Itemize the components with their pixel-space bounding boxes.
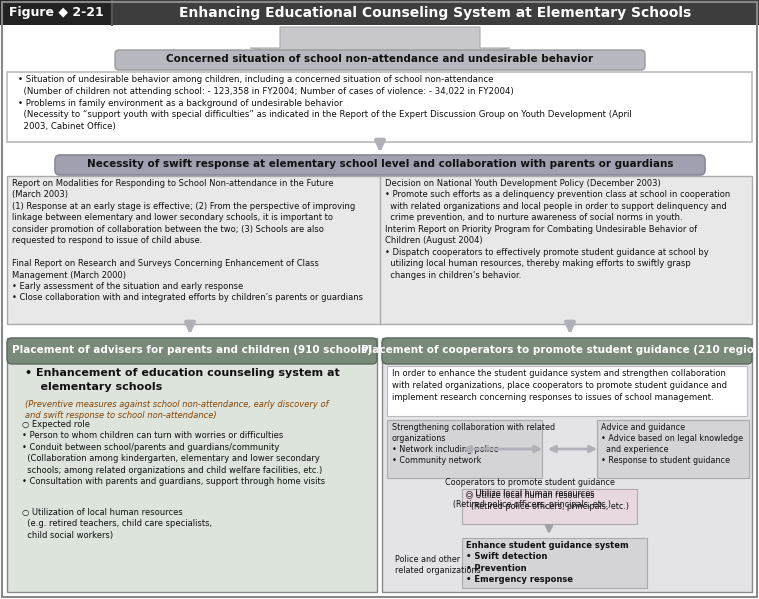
Text: ○ Utilize local human resources
  (Retired police officers, principals, etc.): ○ Utilize local human resources (Retired… xyxy=(466,491,629,511)
FancyBboxPatch shape xyxy=(387,366,747,416)
Text: Concerned situation of school non-attendance and undesirable behavior: Concerned situation of school non-attend… xyxy=(166,54,594,64)
FancyBboxPatch shape xyxy=(7,176,752,324)
FancyBboxPatch shape xyxy=(462,538,647,588)
FancyBboxPatch shape xyxy=(0,0,759,25)
FancyBboxPatch shape xyxy=(382,338,752,364)
FancyBboxPatch shape xyxy=(462,489,637,524)
FancyBboxPatch shape xyxy=(597,420,749,478)
Text: Figure ◆ 2-21: Figure ◆ 2-21 xyxy=(8,6,103,19)
Text: In order to enhance the student guidance system and strengthen collaboration
wit: In order to enhance the student guidance… xyxy=(392,369,727,401)
FancyBboxPatch shape xyxy=(7,72,752,142)
Text: Necessity of swift response at elementary school level and collaboration with pa: Necessity of swift response at elementar… xyxy=(87,159,673,169)
Polygon shape xyxy=(250,27,510,68)
Text: Police and other
related organizations: Police and other related organizations xyxy=(395,555,480,575)
FancyBboxPatch shape xyxy=(382,338,752,592)
Text: Decision on National Youth Development Policy (December 2003)
• Promote such eff: Decision on National Youth Development P… xyxy=(385,179,730,280)
Text: • Enhancement of education counseling system at
    elementary schools: • Enhancement of education counseling sy… xyxy=(25,368,340,392)
FancyBboxPatch shape xyxy=(115,50,645,70)
Text: Enhancing Educational Counseling System at Elementary Schools: Enhancing Educational Counseling System … xyxy=(179,5,691,20)
Text: Placement of cooperators to promote student guidance (210 regions): Placement of cooperators to promote stud… xyxy=(361,345,759,355)
Text: Advice and guidance
• Advice based on legal knowledge
  and experience
• Respons: Advice and guidance • Advice based on le… xyxy=(601,423,743,465)
FancyBboxPatch shape xyxy=(7,338,377,592)
Text: ○ Expected role
• Person to whom children can turn with worries or difficulties
: ○ Expected role • Person to whom childre… xyxy=(22,420,325,486)
Text: Cooperators to promote student guidance
○ Utilize local human resources
  (Retir: Cooperators to promote student guidance … xyxy=(445,478,615,509)
Text: }: } xyxy=(754,74,759,141)
Text: (Preventive measures against school non-attendance, early discovery of
and swift: (Preventive measures against school non-… xyxy=(25,400,329,420)
FancyBboxPatch shape xyxy=(387,420,542,478)
Text: ○ Utilization of local human resources
  (e.g. retired teachers, child care spec: ○ Utilization of local human resources (… xyxy=(22,508,212,540)
Text: Placement of advisers for parents and children (910 schools): Placement of advisers for parents and ch… xyxy=(12,345,372,355)
FancyBboxPatch shape xyxy=(7,338,377,364)
FancyBboxPatch shape xyxy=(55,155,705,175)
Text: • Situation of undesirable behavior among children, including a concerned situat: • Situation of undesirable behavior amon… xyxy=(18,75,631,131)
Text: Enhance student guidance system
• Swift detection
• Prevention
• Emergency respo: Enhance student guidance system • Swift … xyxy=(466,541,628,585)
FancyBboxPatch shape xyxy=(0,0,112,25)
Text: {: { xyxy=(0,74,6,141)
Text: Report on Modalities for Responding to School Non-attendance in the Future
(Marc: Report on Modalities for Responding to S… xyxy=(12,179,363,302)
Text: Strengthening collaboration with related
organizations
• Network including polic: Strengthening collaboration with related… xyxy=(392,423,555,465)
